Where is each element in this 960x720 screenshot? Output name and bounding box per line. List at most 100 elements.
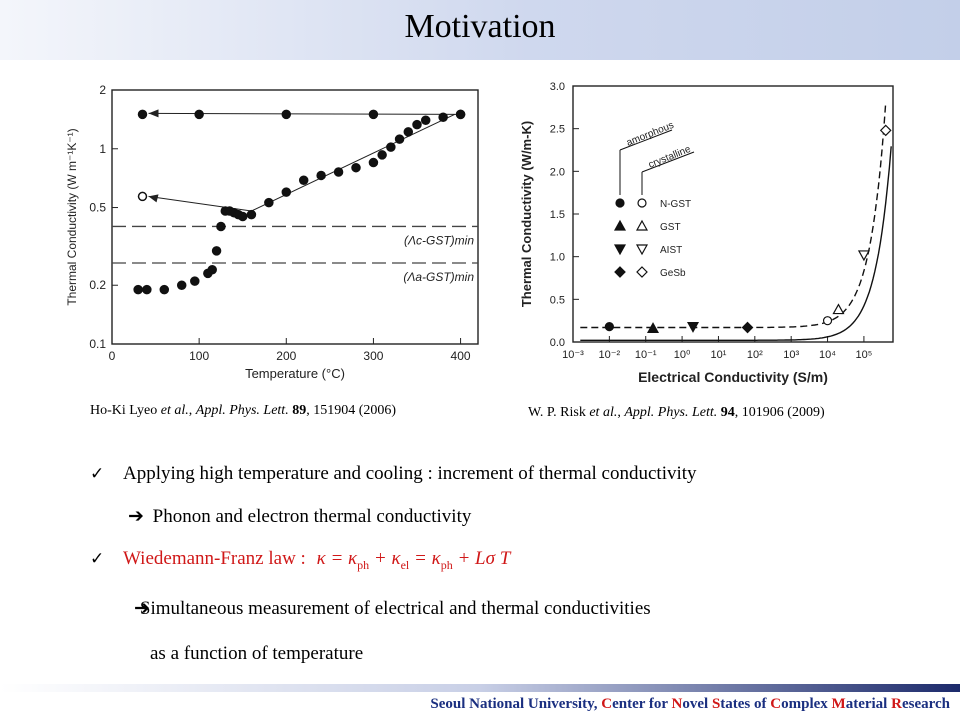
legend-leader <box>641 151 695 173</box>
citation-left: Ho-Ki Lyeo et al., Appl. Phys. Lett. 89,… <box>90 403 397 418</box>
data-point <box>298 175 309 185</box>
title-bar <box>0 0 960 60</box>
bullet-3-line2: as a function of temperature <box>150 643 364 664</box>
bullet-1: ✓ Applying high temperature and cooling … <box>90 463 697 485</box>
x-tick-label: 10⁰ <box>674 349 691 361</box>
footer-text: ovel <box>682 696 712 712</box>
footer-text: enter for <box>612 696 672 712</box>
legend-label: N-GST <box>660 199 691 210</box>
data-point <box>316 170 326 181</box>
data-point <box>194 109 204 120</box>
y-tick-label: 1.0 <box>550 252 565 264</box>
x-tick-label: 10² <box>747 349 763 361</box>
legend-marker-amorphous <box>613 219 627 231</box>
data-point <box>216 221 226 232</box>
y-tick-label: 1.5 <box>550 209 565 221</box>
legend-marker-crystalline <box>637 198 647 208</box>
data-point-crystalline <box>822 316 833 326</box>
citation-right-volume: 94 <box>720 405 735 420</box>
citation-left-etal: et al. <box>160 403 189 418</box>
y-axis-label: Thermal Conductivity (W m⁻¹K⁻¹) <box>65 128 79 305</box>
footer-affiliation: Seoul National University, Center for No… <box>430 696 950 713</box>
y-tick-label: 3.0 <box>550 81 565 93</box>
bullet-2-label: Wiedemann-Franz law : <box>123 548 306 569</box>
x-tick-label: 10⁻¹ <box>635 349 657 361</box>
x-tick-label: 0 <box>109 349 116 363</box>
y-tick-label: 0.2 <box>89 278 106 292</box>
data-point <box>159 284 170 295</box>
data-point <box>207 265 217 275</box>
data-point <box>386 142 396 152</box>
footer-text: Seoul National University, <box>430 696 602 712</box>
y-tick-label: 0.5 <box>89 201 106 215</box>
y-tick-label: 0.0 <box>550 337 565 349</box>
y-tick-label: 0.1 <box>89 337 106 351</box>
data-point <box>403 127 414 137</box>
slide-title: Motivation <box>404 8 556 45</box>
x-tick-label: 10⁴ <box>819 349 836 361</box>
data-point <box>420 115 431 125</box>
cooling-arrowhead <box>148 194 159 203</box>
heating-arrow-line <box>251 113 455 212</box>
data-point-crystalline <box>832 303 845 315</box>
legend-header: crystalline <box>647 144 693 171</box>
data-point <box>176 280 187 290</box>
x-tick-label: 10⁵ <box>856 349 873 361</box>
x-tick-label: 10⁻³ <box>562 349 584 361</box>
data-point <box>264 197 274 208</box>
bullet-1-sub-text: Phonon and electron thermal conductivity <box>152 506 472 527</box>
data-point <box>438 112 448 123</box>
footer-initial: C <box>601 696 613 712</box>
data-point <box>333 167 344 177</box>
data-point <box>368 109 379 120</box>
footer-initial: R <box>891 696 902 712</box>
legend-marker-crystalline <box>635 244 649 256</box>
footer-text: tates of <box>720 696 771 712</box>
footer-initial: C <box>770 696 782 712</box>
plot-frame <box>572 85 894 343</box>
citation-left-journal: Appl. Phys. Lett. <box>195 403 289 418</box>
data-point-crystalline <box>857 250 870 262</box>
reference-line-label: (Λa-GST)min <box>403 270 474 284</box>
arrow-icon: ➔ <box>134 597 150 619</box>
model-curve-dashed <box>580 102 887 329</box>
data-point <box>237 211 248 222</box>
chart-thermal-vs-temperature: 0 100 200 300 400 0.1 0.2 0.5 1 2 Temperature (°C)… <box>65 83 479 381</box>
legend-leader <box>619 129 673 151</box>
legend-label: AIST <box>660 245 682 256</box>
data-point-amorphous <box>604 322 614 332</box>
data-point-amorphous <box>741 321 754 334</box>
footer-initial: S <box>711 696 721 712</box>
cooling-arrowhead <box>148 109 159 118</box>
footer-text: omplex <box>781 696 832 712</box>
footer-text: esearch <box>901 696 950 712</box>
footer-initial: M <box>831 696 846 712</box>
citation-left-volume: 89 <box>292 403 307 418</box>
legend-header: amorphous <box>625 120 676 149</box>
data-point <box>246 209 257 220</box>
bullet-1-sub: ➔ Phonon and electron thermal conductivi… <box>128 505 471 528</box>
x-axis-label: Electrical Conductivity (S/m) <box>638 369 828 385</box>
x-tick-label: 400 <box>451 349 471 363</box>
citation-left-authors: Ho-Ki Lyeo <box>90 403 158 418</box>
y-tick-label: 0.5 <box>550 294 565 306</box>
y-tick-label: 1 <box>99 142 106 156</box>
y-tick-label: 2.5 <box>550 124 565 136</box>
citation-right-journal: Appl. Phys. Lett. <box>624 405 718 420</box>
x-axis-label: Temperature (°C) <box>245 366 345 381</box>
arrow-icon: ➔ <box>128 505 144 527</box>
reference-line-label: (Λc-GST)min <box>404 233 474 247</box>
legend-marker-amorphous <box>613 244 627 256</box>
legend-label: GST <box>660 222 681 233</box>
citation-right-rest: , 101906 (2009) <box>734 405 825 420</box>
x-tick-label: 10⁻² <box>599 349 621 361</box>
x-tick-label: 300 <box>363 349 383 363</box>
bullet-3-line1: Simultaneous measurement of electrical a… <box>139 598 651 619</box>
citation-right-etal: et al. <box>589 405 618 420</box>
data-point <box>190 276 200 286</box>
data-point <box>377 150 387 160</box>
citation-right-authors: W. P. Risk <box>528 405 586 420</box>
data-point <box>455 109 466 120</box>
data-point <box>211 246 222 256</box>
data-point <box>137 109 148 120</box>
